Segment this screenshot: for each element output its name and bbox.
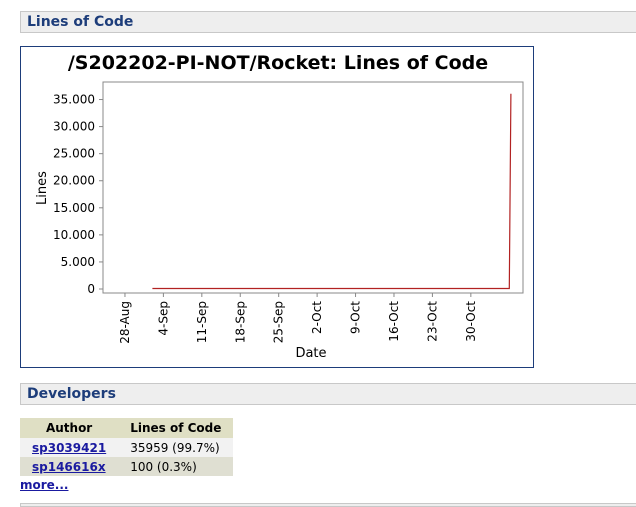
table-row: sp3039421 35959 (99.7%) [20,438,234,457]
x-tick-label: 4-Sep [156,301,170,336]
x-tick-label: 18-Sep [233,301,247,343]
more-developers-link[interactable]: more... [20,478,69,492]
x-tick-label: 16-Oct [387,301,401,342]
developers-section-header: Developers [20,383,636,405]
author-cell: sp146616x [20,457,119,476]
x-tick-label: 9-Oct [349,301,363,334]
loc-cell: 35959 (99.7%) [118,438,234,457]
x-tick-label: 25-Sep [272,301,286,343]
author-link[interactable]: sp3039421 [32,440,107,455]
chart-title: /S202202-PI-NOT/Rocket: Lines of Code [68,52,488,74]
loc-section-title: Lines of Code [27,14,134,30]
table-header-row: Author Lines of Code [20,418,234,438]
loc-chart: /S202202-PI-NOT/Rocket: Lines of Code 0 5… [20,46,534,368]
x-axis-label: Date [295,346,326,361]
next-section-header [20,503,636,507]
plot-area [102,81,524,294]
loc-section-header: Lines of Code [20,11,636,33]
x-tick-label: 11-Sep [195,301,209,343]
x-tick-label: 28-Aug [118,301,132,344]
loc-series-line [152,93,512,290]
y-axis-label: Lines [35,171,50,205]
loc-column-header: Lines of Code [118,418,234,438]
author-column-header: Author [20,418,119,438]
loc-chart-svg: /S202202-PI-NOT/Rocket: Lines of Code 0 5… [35,52,524,361]
x-tick-label: 30-Oct [464,301,478,342]
author-cell: sp3039421 [20,438,119,457]
table-row: sp146616x 100 (0.3%) [20,457,234,476]
y-tick-label: 25.000 [53,147,95,161]
y-tick-label: 10.000 [53,228,95,242]
y-tick-label: 0 [87,282,95,296]
developers-table: Author Lines of Code sp3039421 35959 (99… [20,418,234,476]
y-tick-label: 30.000 [53,120,95,134]
author-link[interactable]: sp146616x [32,459,106,474]
y-tick-label: 15.000 [53,201,95,215]
y-tick-label: 20.000 [53,174,95,188]
x-tick-label: 23-Oct [425,301,439,342]
x-tick-label: 2-Oct [310,301,324,334]
developers-section-title: Developers [27,386,116,402]
loc-cell: 100 (0.3%) [118,457,234,476]
y-tick-label: 35.000 [53,93,95,107]
y-tick-label: 5.000 [61,255,95,269]
